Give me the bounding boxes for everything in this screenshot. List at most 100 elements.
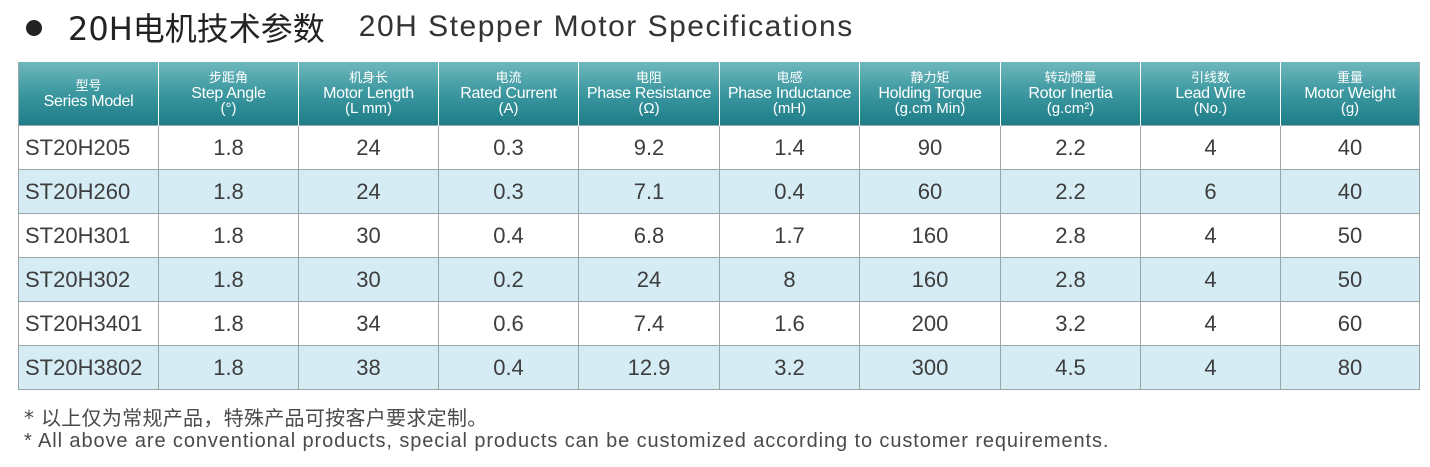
value-cell: 1.6 [719,301,860,346]
column-header-en: Series Model [43,92,134,110]
page-title: 20H电机技术参数 20H Stepper Motor Specificatio… [26,4,854,50]
value-cell: 0.3 [438,169,579,214]
value-cell: 4 [1140,301,1281,346]
table-row: ST20H3401 1.8 34 0.6 7.4 1.6 200 3.2 4 60 [18,301,1420,346]
column-header: 电流 Rated Current (A) [438,62,579,126]
value-cell: 300 [859,345,1001,390]
value-cell: 1.7 [719,213,860,258]
title-chinese: 20H电机技术参数 [68,10,325,48]
value-cell: 1.8 [158,257,299,302]
value-cell: 24 [578,257,720,302]
column-header-unit: (g) [1340,100,1360,117]
value-cell: 38 [298,345,439,390]
value-cell: 9.2 [578,125,720,170]
table-row: ST20H302 1.8 30 0.2 24 8 160 2.8 4 50 [18,257,1420,302]
value-cell: 40 [1280,125,1420,170]
value-cell: 2.8 [1000,213,1141,258]
column-header-cn: 引线数 [1190,71,1230,86]
value-cell: 3.2 [719,345,860,390]
column-header-cn: 步距角 [208,71,248,86]
value-cell: 1.8 [158,345,299,390]
value-cell: 2.8 [1000,257,1141,302]
value-cell: 0.4 [719,169,860,214]
value-cell: 30 [298,213,439,258]
column-header: 电阻 Phase Resistance (Ω) [578,62,720,126]
column-header-cn: 电感 [776,71,803,86]
column-header: 转动惯量 Rotor Inertia (g.cm²) [1000,62,1141,126]
value-cell: 4 [1140,213,1281,258]
value-cell: 4.5 [1000,345,1141,390]
table-row: ST20H301 1.8 30 0.4 6.8 1.7 160 2.8 4 50 [18,213,1420,258]
model-cell: ST20H260 [18,169,159,214]
value-cell: 6 [1140,169,1281,214]
model-cell: ST20H3401 [18,301,159,346]
value-cell: 80 [1280,345,1420,390]
column-header-unit: (g.cm²) [1046,100,1095,117]
model-cell: ST20H205 [18,125,159,170]
value-cell: 12.9 [578,345,720,390]
value-cell: 60 [859,169,1001,214]
value-cell: 30 [298,257,439,302]
value-cell: 2.2 [1000,169,1141,214]
column-header-en: Rated Current [460,85,557,102]
column-header-en: Motor Weight [1304,85,1396,102]
value-cell: 0.2 [438,257,579,302]
column-header: 重量 Motor Weight (g) [1280,62,1420,126]
column-header-unit: (No.) [1193,100,1228,117]
column-header-en: Phase Inductance [727,85,852,102]
value-cell: 24 [298,125,439,170]
value-cell: 0.4 [438,345,579,390]
value-cell: 50 [1280,257,1420,302]
column-header-cn: 转动惯量 [1044,71,1097,86]
value-cell: 160 [859,257,1001,302]
value-cell: 0.3 [438,125,579,170]
model-cell: ST20H302 [18,257,159,302]
value-cell: 1.8 [158,301,299,346]
value-cell: 7.4 [578,301,720,346]
value-cell: 90 [859,125,1001,170]
value-cell: 4 [1140,345,1281,390]
value-cell: 40 [1280,169,1420,214]
value-cell: 50 [1280,213,1420,258]
column-header: 电感 Phase Inductance (mH) [719,62,860,126]
bullet-icon [26,20,42,36]
column-header-unit: (L mm) [345,100,392,117]
column-header-en: Holding Torque [878,85,982,102]
column-header-unit: (°) [220,100,237,117]
specifications-table: 型号 Series Model 步距角 Step Angle (°) 机身长 Motor L… [18,62,1420,390]
footnote-chinese: * 以上仅为常规产品，特殊产品可按客户要求定制。 [24,406,488,430]
table-row: ST20H205 1.8 24 0.3 9.2 1.4 90 2.2 4 40 [18,125,1420,170]
value-cell: 24 [298,169,439,214]
column-header-unit: (A) [498,100,519,117]
value-cell: 1.8 [158,213,299,258]
value-cell: 1.4 [719,125,860,170]
footnote-english: * All above are conventional products, s… [24,430,1110,452]
value-cell: 2.2 [1000,125,1141,170]
value-cell: 4 [1140,257,1281,302]
column-header-cn: 型号 [75,78,102,94]
value-cell: 7.1 [578,169,720,214]
value-cell: 34 [298,301,439,346]
column-header-cn: 静力矩 [910,71,950,86]
column-header-cn: 重量 [1336,71,1363,86]
value-cell: 4 [1140,125,1281,170]
model-cell: ST20H301 [18,213,159,258]
column-header: 静力矩 Holding Torque (g.cm Min) [859,62,1001,126]
column-header: 机身长 Motor Length (L mm) [298,62,439,126]
column-header: 型号 Series Model [18,62,159,126]
value-cell: 160 [859,213,1001,258]
title-english: 20H Stepper Motor Specifications [358,10,854,43]
column-header-en: Motor Length [323,85,414,102]
value-cell: 8 [719,257,860,302]
table-header-row: 型号 Series Model 步距角 Step Angle (°) 机身长 Motor L… [18,62,1420,126]
value-cell: 1.8 [158,125,299,170]
column-header-cn: 电阻 [635,71,662,86]
column-header-en: Phase Resistance [586,85,712,102]
column-header-unit: (Ω) [638,100,660,117]
column-header-unit: (g.cm Min) [894,100,966,117]
column-header-unit: (mH) [772,100,807,117]
value-cell: 60 [1280,301,1420,346]
column-header-cn: 电流 [495,71,522,86]
table-body: ST20H205 1.8 24 0.3 9.2 1.4 90 2.2 4 40 ST20H260 1.… [18,125,1420,390]
column-header-en: Lead Wire [1175,85,1246,102]
